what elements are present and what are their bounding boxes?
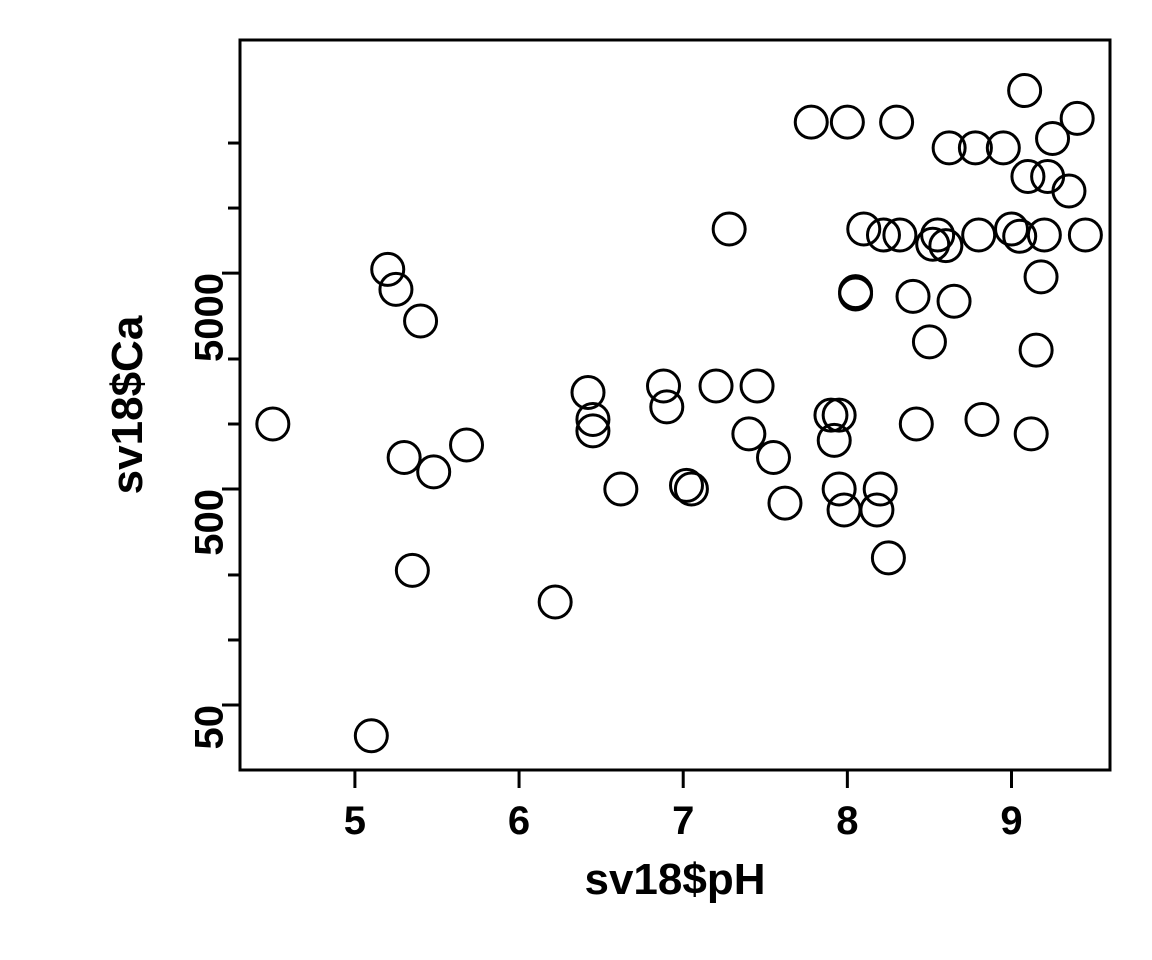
scatter-plot: 5 6 7 8 9 50 500 5000 sv18$pH sv18$Ca bbox=[0, 0, 1152, 960]
y-tick-label: 500 bbox=[188, 489, 232, 556]
chart-container: 5 6 7 8 9 50 500 5000 sv18$pH sv18$Ca bbox=[0, 0, 1152, 960]
x-axis-label: sv18$pH bbox=[584, 855, 765, 904]
y-tick-label: 5000 bbox=[188, 273, 232, 362]
x-tick-label: 7 bbox=[672, 799, 694, 843]
x-tick-label: 8 bbox=[836, 799, 858, 843]
x-tick-label: 6 bbox=[508, 799, 530, 843]
x-tick-label: 9 bbox=[1000, 799, 1022, 843]
x-tick-label: 5 bbox=[344, 799, 366, 843]
y-tick-label: 50 bbox=[188, 705, 232, 750]
y-axis-label: sv18$Ca bbox=[103, 315, 152, 494]
